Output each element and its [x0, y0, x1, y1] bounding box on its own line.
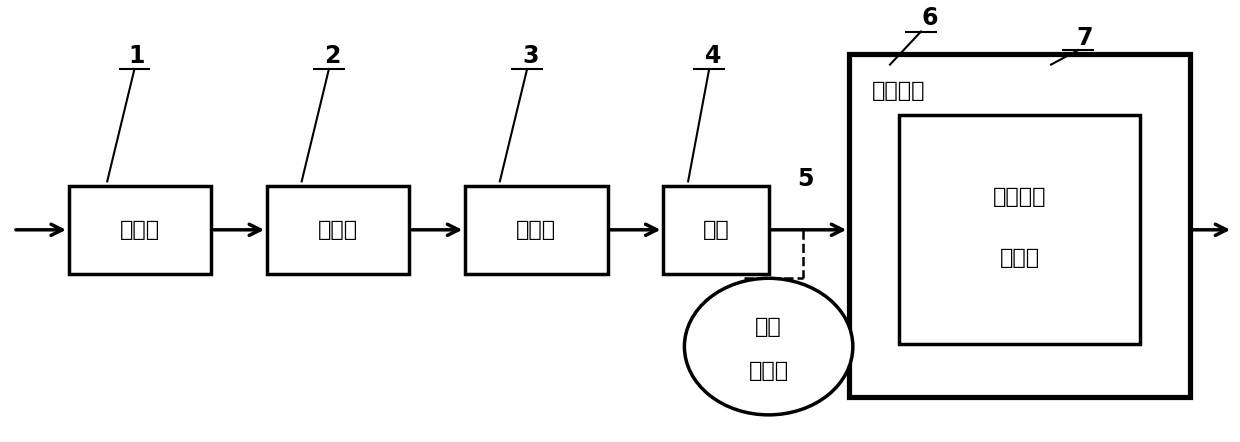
Bar: [663, 186, 769, 274]
Bar: [68, 186, 211, 274]
Bar: [849, 53, 1189, 397]
Text: 6: 6: [921, 6, 937, 30]
Text: 7: 7: [1076, 26, 1092, 50]
Bar: [465, 186, 608, 274]
Text: 微波装置: 微波装置: [872, 81, 925, 101]
Text: 风机: 风机: [703, 220, 729, 240]
Text: 反应器: 反应器: [999, 248, 1039, 268]
Text: 1: 1: [129, 44, 145, 68]
Text: 催化氧化: 催化氧化: [993, 187, 1047, 207]
Text: 3: 3: [522, 44, 539, 68]
Text: 调节器: 调节器: [749, 361, 789, 381]
Text: 空速: 空速: [755, 317, 782, 337]
Text: 缓冲罐: 缓冲罐: [516, 220, 557, 240]
Text: 5: 5: [797, 167, 813, 191]
Text: 除尘器: 除尘器: [319, 220, 358, 240]
Text: 干燥器: 干燥器: [120, 220, 160, 240]
Bar: [267, 186, 409, 274]
Bar: [899, 115, 1141, 344]
Ellipse shape: [684, 278, 853, 415]
Text: 4: 4: [704, 44, 722, 68]
Text: 2: 2: [325, 44, 341, 68]
